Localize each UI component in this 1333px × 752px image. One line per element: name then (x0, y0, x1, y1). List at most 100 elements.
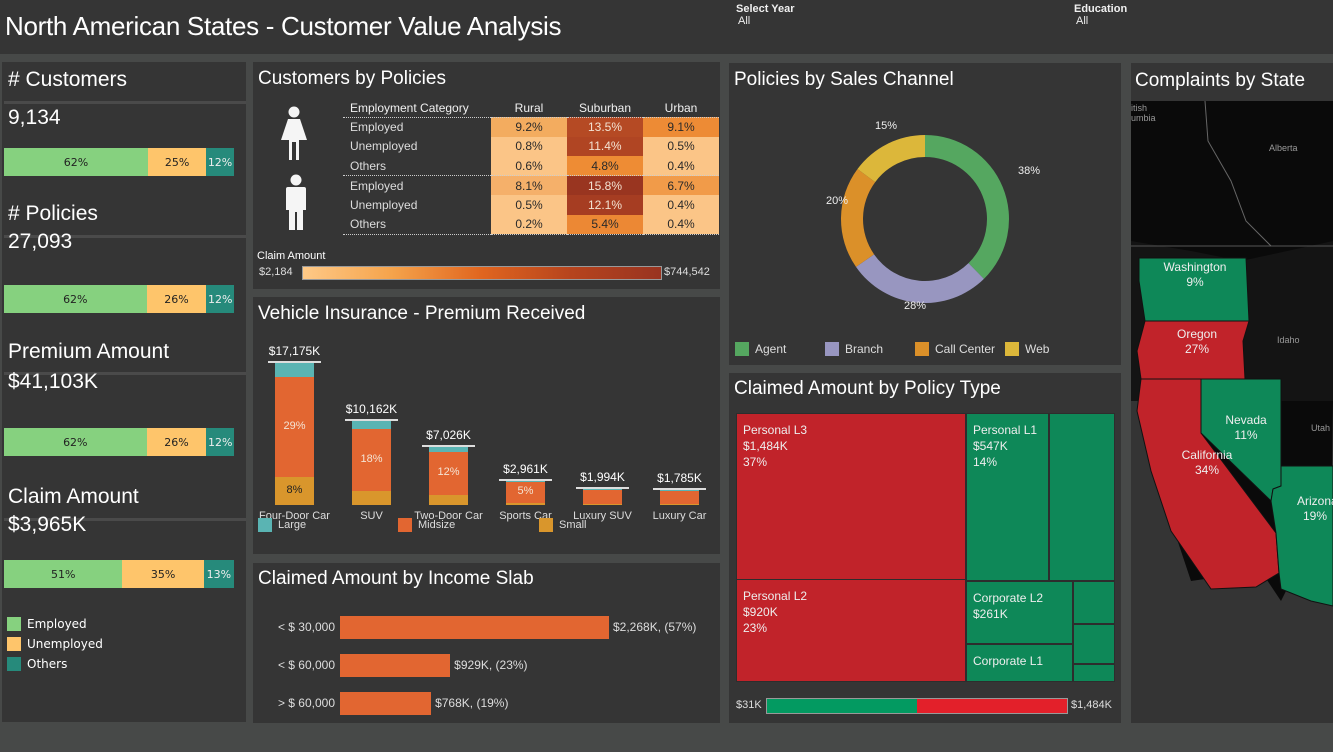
bar-segment-small[interactable] (660, 503, 699, 505)
treemap-tile-unlabeled[interactable] (1073, 581, 1115, 624)
bar-segment-small[interactable] (429, 494, 468, 505)
heatmap-cell[interactable]: 9.2% (491, 116, 567, 137)
bar-segment-midsize[interactable] (506, 481, 545, 503)
bar-segment-midsize[interactable] (352, 429, 391, 492)
segment-unemployed[interactable]: 26% (146, 285, 207, 313)
legend-swatch (7, 637, 21, 651)
heatmap-cell[interactable]: 0.2% (491, 214, 567, 235)
bar-segment-large[interactable] (583, 488, 622, 490)
bar-segment-large[interactable] (275, 363, 314, 378)
filter-value[interactable]: All (738, 15, 751, 27)
legend-item-agent[interactable]: Agent (735, 342, 786, 356)
bar-segment-midsize[interactable] (429, 452, 468, 495)
heatmap-cell[interactable]: 11.4% (567, 136, 643, 156)
legend-label: Web (1025, 342, 1050, 356)
legend-item-branch[interactable]: Branch (825, 342, 883, 356)
bar-segment-large[interactable] (352, 420, 391, 430)
bar-segment-midsize[interactable] (275, 377, 314, 477)
bar-segment-small[interactable] (506, 502, 545, 505)
column-header[interactable]: Rural (514, 101, 544, 116)
heatmap-cell[interactable]: 0.4% (643, 214, 719, 235)
segment-employed[interactable]: 62% (4, 148, 149, 176)
kpi-employment-split-bar[interactable]: 62% 26% 12% (4, 285, 234, 313)
donut-slice-branch[interactable] (855, 254, 984, 303)
filter-select-year[interactable]: Select Year All (736, 3, 795, 27)
segment-employed[interactable]: 62% (4, 285, 147, 313)
segment-others[interactable]: 12% (206, 428, 234, 456)
complaints-map[interactable] (1131, 101, 1333, 723)
heatmap-cell[interactable]: 0.6% (491, 156, 567, 176)
column-header[interactable]: Employment Category (350, 101, 469, 116)
filter-label: Education (1074, 3, 1128, 15)
column-header[interactable]: Suburban (578, 101, 632, 116)
heatmap-cell[interactable]: 0.4% (643, 195, 719, 215)
heatmap-cell[interactable]: 6.7% (643, 175, 719, 195)
segment-unemployed[interactable]: 25% (148, 148, 207, 176)
filter-education[interactable]: Education All (1074, 3, 1127, 27)
donut-slice-agent[interactable] (925, 135, 1009, 279)
heatmap-cell[interactable]: 9.1% (643, 116, 719, 137)
donut-slice-web[interactable] (857, 135, 925, 183)
donut-slice-call-center[interactable] (841, 168, 876, 267)
income-bar-label: $2,268K, (57%) (613, 620, 697, 634)
bar-segment-midsize[interactable] (583, 489, 622, 504)
bar-segment-large[interactable] (660, 490, 699, 491)
state-arizona[interactable] (1270, 465, 1333, 607)
segment-others[interactable]: 12% (206, 148, 234, 176)
column-header[interactable]: Urban (664, 101, 698, 116)
kpi-value: $41,103K (8, 370, 98, 393)
bar-segment-large[interactable] (429, 446, 468, 453)
bar-segment-small[interactable] (275, 476, 314, 505)
treemap-tile-corporate-l2[interactable]: Corporate L2 $261K (966, 581, 1073, 644)
legend-item-small[interactable]: Small (539, 518, 587, 532)
treemap-tile-unlabeled[interactable] (1073, 624, 1115, 664)
heatmap-cell[interactable]: 5.4% (567, 214, 643, 235)
heatmap-legend-title: Claim Amount (257, 250, 326, 262)
segment-unemployed[interactable]: 35% (122, 560, 204, 588)
legend-item-call-center[interactable]: Call Center (915, 342, 995, 356)
treemap-tile-personal-l1[interactable]: Personal L1 $547K 14% (966, 413, 1049, 581)
segment-others[interactable]: 12% (206, 285, 234, 313)
heatmap-cell[interactable]: 0.4% (643, 156, 719, 176)
legend-item-unemployed[interactable]: Unemployed (7, 637, 103, 651)
heatmap-cell[interactable]: 0.5% (491, 195, 567, 215)
heatmap-cell[interactable]: 15.8% (567, 175, 643, 195)
heatmap-cell[interactable]: 0.5% (643, 136, 719, 156)
segment-employed[interactable]: 51% (4, 560, 123, 588)
income-bar[interactable] (340, 616, 609, 639)
kpi-value: 27,093 (8, 230, 73, 253)
income-bar[interactable] (340, 654, 451, 677)
legend-item-midsize[interactable]: Midsize (398, 518, 455, 532)
legend-item-web[interactable]: Web (1005, 342, 1049, 356)
treemap-tile-personal-l3[interactable]: Personal L3 $1,484K 37% (736, 413, 966, 580)
treemap-tile-unlabeled[interactable] (1073, 664, 1115, 682)
claim-amount-gradient-legend (302, 266, 662, 280)
row-label: Unemployed (350, 197, 418, 212)
bar-segment-large[interactable] (506, 480, 545, 482)
heatmap-cell[interactable]: 12.1% (567, 195, 643, 215)
treemap-tile-unlabeled[interactable] (1049, 413, 1115, 581)
treemap-tile-corporate-l1[interactable]: Corporate L1 (966, 644, 1073, 682)
bar-segment-midsize[interactable] (660, 490, 699, 504)
row-label: Employed (343, 116, 491, 137)
filter-value[interactable]: All (1076, 15, 1089, 27)
heatmap-cell[interactable]: 0.8% (491, 136, 567, 156)
legend-item-large[interactable]: Large (258, 518, 306, 532)
treemap-tile-personal-l2[interactable]: Personal L2 $920K 23% (736, 579, 966, 682)
segment-unemployed[interactable]: 26% (146, 428, 207, 456)
segment-others[interactable]: 13% (203, 560, 234, 588)
bar-segment-small[interactable] (583, 503, 622, 505)
heatmap-cell[interactable]: 4.8% (567, 156, 643, 176)
heatmap-cell[interactable]: 8.1% (491, 175, 567, 195)
segment-employed[interactable]: 62% (4, 428, 147, 456)
income-bar[interactable] (340, 692, 432, 715)
kpi-title: # Customers (8, 68, 128, 91)
legend-swatch (398, 518, 412, 532)
heatmap-cell[interactable]: 13.5% (567, 116, 643, 137)
kpi-employment-split-bar[interactable]: 62% 25% 12% (4, 148, 234, 176)
kpi-employment-split-bar[interactable]: 51% 35% 13% (4, 560, 234, 588)
legend-item-employed[interactable]: Employed (7, 617, 87, 631)
kpi-employment-split-bar[interactable]: 62% 26% 12% (4, 428, 234, 456)
legend-item-others[interactable]: Others (7, 657, 67, 671)
bar-segment-small[interactable] (352, 491, 391, 505)
